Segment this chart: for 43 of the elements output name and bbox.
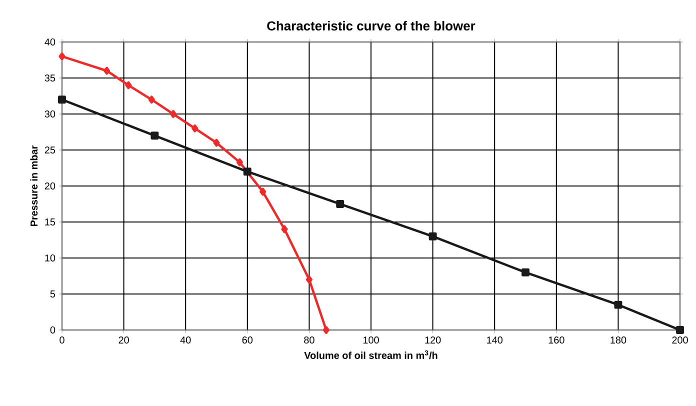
y-tick-label: 40 <box>44 38 56 46</box>
x-tick-label: 80 <box>304 336 314 344</box>
point <box>614 300 622 309</box>
point <box>676 326 684 334</box>
point <box>148 96 155 104</box>
point <box>260 188 266 196</box>
y-tick-label: 30 <box>44 110 56 118</box>
chart-title: Characteristic curve of the blower <box>267 20 476 31</box>
x-tick-label: 140 <box>487 336 503 344</box>
point <box>104 66 110 75</box>
x-axis-title: Volume of oil stream in m$^{3}$/h <box>304 350 438 360</box>
y-tick-label: 0 <box>50 326 56 334</box>
x-tick-label: 40 <box>180 336 191 344</box>
point <box>336 200 344 208</box>
x-tick-label: 100 <box>363 336 379 344</box>
point <box>58 52 66 60</box>
point <box>306 276 312 284</box>
point <box>322 326 330 334</box>
point <box>125 81 132 90</box>
point <box>192 124 198 132</box>
point <box>243 168 252 176</box>
x-tick-label: 20 <box>118 336 129 344</box>
x-tick-label: 60 <box>242 336 253 344</box>
point <box>428 232 437 240</box>
point <box>522 268 530 276</box>
point <box>58 96 66 104</box>
y-tick-label: 20 <box>44 182 56 190</box>
y-axis-title: Pressure in mbar <box>30 145 38 226</box>
y-tick-label: 10 <box>45 254 56 262</box>
y-tick-label: 5 <box>50 290 56 298</box>
x-tick-label: 180 <box>610 336 626 344</box>
x-tick-label: 160 <box>548 336 564 344</box>
point <box>170 110 177 118</box>
point <box>281 225 288 234</box>
x-tick-label: 200 <box>672 336 688 344</box>
x-tick-label: 120 <box>425 336 441 344</box>
point <box>236 158 243 166</box>
point <box>213 138 220 147</box>
point <box>150 132 159 140</box>
y-tick-label: 35 <box>44 74 56 82</box>
y-tick-label: 15 <box>45 218 56 226</box>
x-tick-label: 0 <box>60 336 64 344</box>
y-tick-label: 25 <box>44 146 56 154</box>
